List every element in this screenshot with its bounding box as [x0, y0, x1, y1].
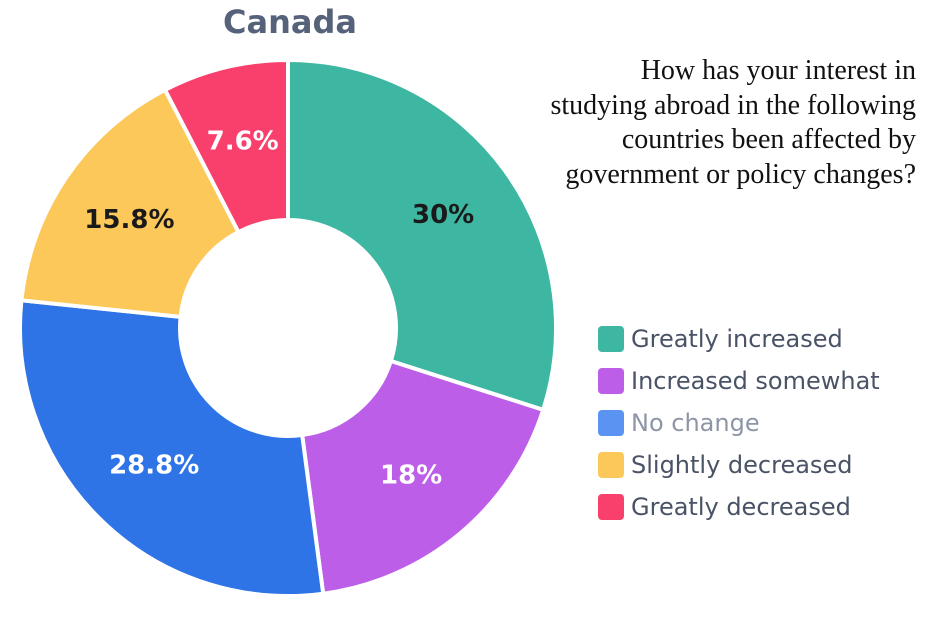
- legend-item-increased-somewhat: Increased somewhat: [598, 360, 880, 402]
- slice-greatly-increased: 30%: [286, 58, 558, 412]
- slice-value-label: 28.8%: [109, 451, 199, 481]
- legend-label: Greatly decreased: [631, 493, 851, 521]
- legend-swatch: [598, 410, 624, 436]
- slice-value-label: 7.6%: [207, 126, 279, 156]
- slice-shape: [19, 87, 241, 319]
- slice-shape: [18, 298, 326, 598]
- slice-greatly-decreased: 7.6%: [163, 58, 290, 235]
- donut-chart: 30% 18% 28.8% 15.8% 7.6%: [18, 58, 558, 598]
- legend-label: Greatly increased: [631, 325, 843, 353]
- slice-shape: [163, 58, 290, 235]
- legend-label: Slightly decreased: [631, 451, 853, 479]
- slice-value-label: 30%: [412, 200, 474, 230]
- legend-label: Increased somewhat: [631, 367, 880, 395]
- legend-swatch: [598, 494, 624, 520]
- legend-swatch: [598, 368, 624, 394]
- legend-label: No change: [631, 409, 760, 437]
- legend: Greatly increased Increased somewhat No ch…: [598, 318, 880, 528]
- legend-item-slightly-decreased: Slightly decreased: [598, 444, 880, 486]
- legend-swatch: [598, 326, 624, 352]
- slice-shape: [286, 58, 558, 412]
- legend-item-greatly-increased: Greatly increased: [598, 318, 880, 360]
- chart-title: Canada: [223, 3, 357, 41]
- slice-value-label: 15.8%: [84, 205, 174, 235]
- legend-swatch: [598, 452, 624, 478]
- legend-item-no-change: No change: [598, 402, 880, 444]
- slice-shape: [300, 358, 546, 596]
- slice-slightly-decreased: 15.8%: [19, 87, 241, 319]
- slice-no-change: 28.8%: [18, 298, 326, 598]
- survey-question: How has your interest in studying abroad…: [550, 55, 916, 190]
- legend-item-greatly-decreased: Greatly decreased: [598, 486, 880, 528]
- slice-increased-somewhat: 18%: [300, 358, 546, 596]
- slice-value-label: 18%: [380, 460, 442, 490]
